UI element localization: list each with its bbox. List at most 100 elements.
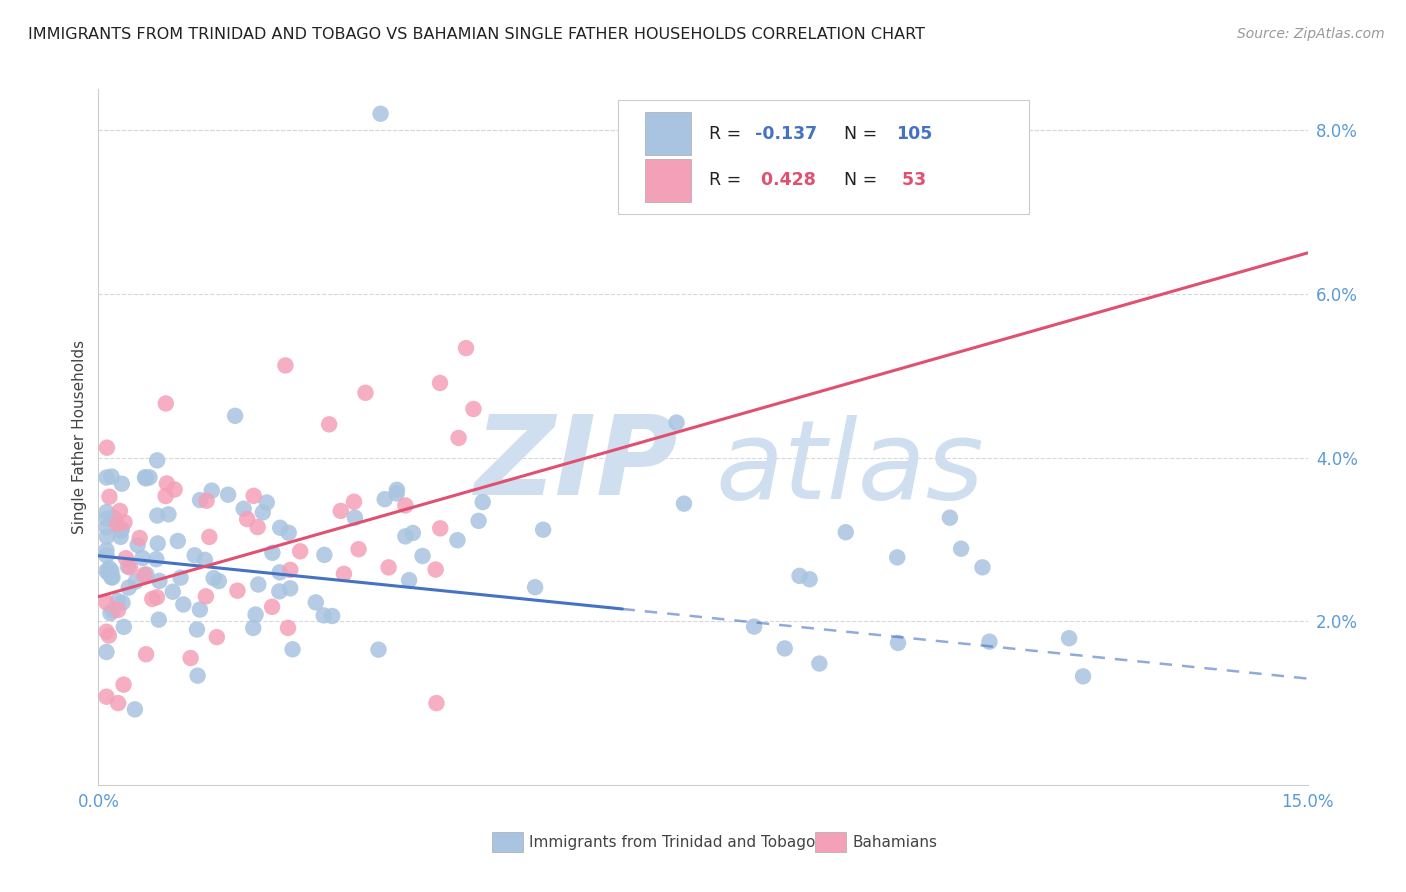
Point	[329, 504, 352, 518]
Point	[111, 596, 134, 610]
Point	[742, 619, 765, 633]
Point	[278, 563, 301, 577]
Point	[245, 607, 267, 622]
Text: 53: 53	[897, 171, 927, 189]
Point	[367, 642, 389, 657]
Point	[148, 574, 170, 588]
Point	[96, 624, 118, 639]
Point	[107, 696, 129, 710]
Point	[305, 595, 328, 609]
Point	[172, 598, 194, 612]
Point	[96, 595, 118, 609]
Point	[446, 533, 468, 548]
Point	[96, 690, 118, 704]
Point	[188, 602, 211, 616]
Point	[370, 107, 392, 121]
Text: N =: N =	[845, 125, 883, 143]
Point	[107, 603, 129, 617]
Point	[246, 520, 269, 534]
Point	[96, 520, 118, 534]
Point	[100, 606, 122, 620]
Point	[146, 453, 169, 467]
Point	[134, 470, 156, 484]
Point	[101, 603, 124, 617]
Point	[333, 566, 356, 581]
Point	[97, 566, 120, 580]
Point	[454, 341, 477, 355]
Point	[134, 567, 156, 582]
Point	[247, 577, 270, 591]
Point	[524, 580, 547, 594]
Point	[107, 594, 129, 608]
Point	[180, 651, 202, 665]
Point	[135, 471, 157, 485]
Point	[162, 584, 184, 599]
Point	[201, 483, 224, 498]
Point	[111, 522, 134, 536]
Point	[111, 476, 134, 491]
Point	[110, 530, 132, 544]
Point	[429, 376, 451, 390]
Point	[394, 499, 416, 513]
Point	[318, 417, 340, 432]
Text: R =: R =	[709, 125, 747, 143]
Point	[354, 385, 377, 400]
Point	[96, 505, 118, 519]
Point	[789, 569, 811, 583]
Point	[789, 188, 811, 202]
Point	[232, 501, 254, 516]
Point	[463, 402, 485, 417]
Point	[343, 510, 366, 524]
Point	[402, 526, 425, 541]
Point	[96, 470, 118, 484]
Point	[808, 657, 831, 671]
Point	[188, 493, 211, 508]
Point	[195, 493, 218, 508]
Point	[98, 561, 121, 575]
Point	[385, 486, 408, 500]
Point	[672, 497, 695, 511]
Point	[96, 441, 118, 455]
Point	[314, 548, 336, 562]
Point	[194, 553, 217, 567]
Text: 0.428: 0.428	[755, 171, 815, 189]
Point	[262, 546, 284, 560]
Point	[256, 495, 278, 509]
Point	[157, 508, 180, 522]
Point	[939, 510, 962, 524]
Point	[531, 523, 554, 537]
Point	[269, 566, 291, 580]
Point	[394, 529, 416, 543]
Point	[96, 549, 118, 563]
Text: Bahamians: Bahamians	[852, 836, 936, 850]
Point	[950, 541, 973, 556]
Point	[447, 431, 470, 445]
Point	[385, 483, 408, 497]
Point	[141, 591, 163, 606]
Point	[96, 530, 118, 544]
Point	[97, 628, 120, 642]
Point	[148, 613, 170, 627]
Point	[135, 647, 157, 661]
Point	[96, 564, 118, 578]
Point	[112, 677, 135, 691]
Point	[321, 609, 343, 624]
Point	[471, 495, 494, 509]
Point	[242, 621, 264, 635]
Text: IMMIGRANTS FROM TRINIDAD AND TOBAGO VS BAHAMIAN SINGLE FATHER HOUSEHOLDS CORRELA: IMMIGRANTS FROM TRINIDAD AND TOBAGO VS B…	[28, 27, 925, 42]
Point	[118, 581, 141, 595]
Point	[110, 524, 132, 538]
Point	[166, 533, 188, 548]
Point	[277, 621, 299, 635]
Point	[146, 591, 169, 605]
Point	[312, 608, 335, 623]
Point	[96, 543, 118, 558]
Point	[226, 583, 249, 598]
Point	[1071, 669, 1094, 683]
Point	[835, 525, 858, 540]
Point	[127, 538, 149, 552]
Point	[281, 642, 304, 657]
Point	[187, 668, 209, 682]
Point	[114, 516, 136, 530]
Point	[217, 488, 239, 502]
